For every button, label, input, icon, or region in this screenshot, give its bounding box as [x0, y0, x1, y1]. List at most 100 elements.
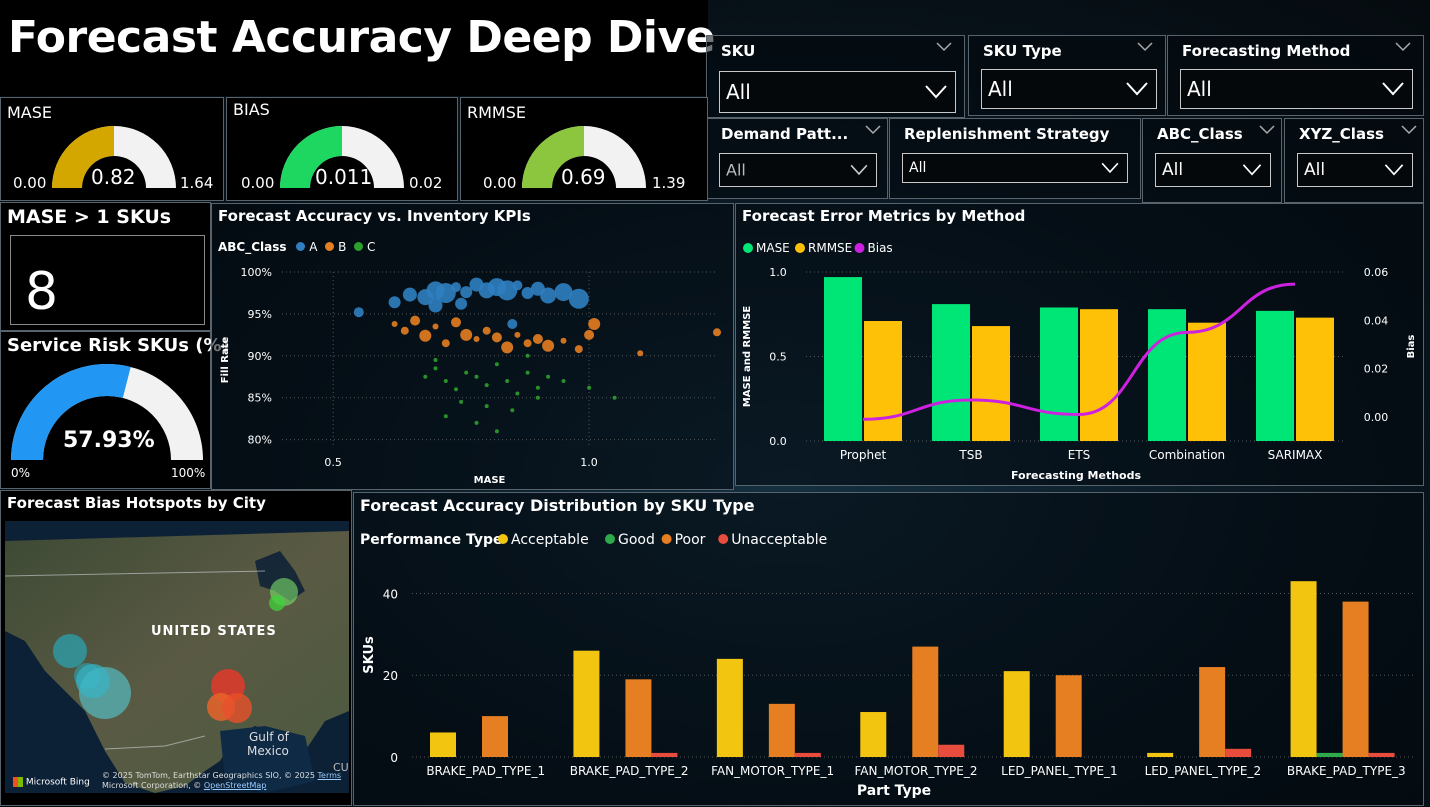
xyz-class-dropdown[interactable]: All [1297, 153, 1413, 187]
rmmse-gauge [522, 126, 646, 188]
category-label: TSB [958, 448, 982, 462]
legend-label: Bias [868, 241, 893, 255]
legend-dot [718, 534, 729, 544]
category-label: ETS [1068, 448, 1091, 462]
tick-label: 0.06 [1364, 266, 1389, 279]
data-point [574, 345, 583, 354]
chevron-down-icon[interactable] [1259, 123, 1275, 137]
bias-line [862, 282, 1296, 421]
tick-label: 0.02 [1364, 363, 1389, 376]
dropdown-value: All [726, 160, 746, 180]
legend-dot [854, 243, 865, 253]
axis-title: SKUs [362, 636, 377, 674]
mase-over-1-card[interactable]: MASE > 1 SKUs 8 [0, 202, 211, 331]
axis-title: Part Type [857, 783, 931, 799]
chevron-down-icon[interactable] [1395, 40, 1411, 54]
data-point [428, 298, 443, 313]
chart-title: Forecast Accuracy Distribution by SKU Ty… [360, 496, 755, 515]
terms-link[interactable]: Terms [317, 771, 342, 780]
sku-type-chart-panel[interactable]: Forecast Accuracy Distribution by SKU Ty… [353, 492, 1424, 806]
gauge-value: 0.82 [91, 165, 136, 189]
mase-bar [824, 277, 862, 441]
tick-label: 1.0 [580, 456, 598, 469]
sku-bar [912, 646, 939, 757]
legend-dot [354, 242, 364, 251]
gauge-value: 0.69 [561, 165, 606, 189]
bias-map[interactable]: UNITED STATES Gulf of Mexico CU [5, 521, 349, 793]
forecasting-method-dropdown[interactable]: All [1180, 69, 1413, 109]
legend-dot [661, 534, 672, 544]
data-point [521, 287, 534, 299]
dropdown-value: All [726, 80, 751, 104]
sku-bar [716, 658, 743, 757]
data-point [423, 374, 428, 379]
sku-dropdown[interactable]: All [719, 71, 956, 113]
sku-bar [1290, 581, 1317, 757]
chevron-down-icon[interactable] [936, 40, 952, 54]
sku-bar [860, 712, 887, 757]
tick-label: 0.0 [769, 435, 787, 448]
filter-xyz-class[interactable]: XYZ_Class All [1284, 118, 1424, 203]
filter-label: SKU [721, 42, 756, 60]
data-point [540, 287, 557, 304]
tick-label: 40 [383, 587, 398, 601]
replenishment-strategy-dropdown[interactable]: All [902, 153, 1128, 183]
category-label: FAN_MOTOR_TYPE_2 [854, 764, 977, 778]
rmmse-bar [864, 321, 902, 441]
tick-label: 20 [383, 669, 398, 683]
abc-class-dropdown[interactable]: All [1155, 153, 1271, 187]
gulf-label: Mexico [247, 744, 289, 758]
data-point [443, 414, 448, 419]
data-point [554, 283, 573, 302]
data-point [464, 370, 469, 375]
filter-forecasting-method[interactable]: Forecasting Method All [1167, 35, 1424, 116]
demand-pattern-dropdown[interactable]: All [719, 153, 877, 187]
rmmse-gauge-card[interactable]: RMMSE 0.00 0.69 1.39 [460, 97, 708, 201]
filter-label: Replenishment Strategy [904, 125, 1110, 143]
chevron-down-icon [1126, 82, 1148, 96]
sku-bar [1147, 752, 1174, 757]
mase-gauge [52, 126, 176, 188]
data-point [388, 296, 401, 309]
filter-replenishment-strategy[interactable]: Replenishment Strategy All [889, 118, 1141, 199]
chevron-down-icon [1384, 164, 1404, 176]
chevron-down-icon [850, 164, 868, 176]
data-point [391, 321, 398, 327]
axis-title: Bias [1406, 335, 1417, 359]
scatter-chart-panel[interactable]: Forecast Accuracy vs. Inventory KPIs ABC… [211, 203, 734, 490]
tick-label: 0.5 [769, 351, 787, 364]
copyright-text: Microsoft Corporation, © [102, 781, 202, 790]
sku-type-dropdown[interactable]: All [981, 69, 1157, 109]
mase-bar [932, 304, 970, 441]
sku-bar [1342, 601, 1369, 757]
filter-abc-class[interactable]: ABC_Class All [1142, 118, 1282, 203]
chevron-down-icon [1382, 82, 1404, 96]
map-panel[interactable]: Forecast Bias Hotspots by City UNITED ST… [0, 490, 352, 806]
filter-sku[interactable]: SKU All [706, 35, 965, 118]
data-point [510, 408, 515, 413]
gauge-max: 100% [171, 466, 206, 480]
legend-label: A [309, 240, 318, 254]
legend-label: MASE [756, 241, 790, 255]
sku-bar [430, 732, 456, 757]
filter-demand-pattern[interactable]: Demand Patt... All [706, 118, 888, 199]
service-risk-card[interactable]: Service Risk SKUs (%) 57.93% 0% 100% [0, 331, 230, 489]
sku-bar [1225, 748, 1252, 757]
data-point [535, 385, 540, 390]
rmmse-bar [1080, 309, 1118, 441]
mase-gauge-card[interactable]: MASE 0.00 0.82 1.64 [0, 97, 224, 201]
rmmse-bar [1296, 317, 1334, 441]
bias-gauge-card[interactable]: BIAS 0.00 0.011 0.02 [226, 97, 458, 201]
chevron-down-icon[interactable] [1401, 123, 1417, 137]
rmmse-bar [1188, 322, 1226, 441]
filter-sku-type[interactable]: SKU Type All [968, 35, 1166, 116]
chevron-down-icon[interactable] [865, 123, 881, 137]
osm-link[interactable]: OpenStreetMap [203, 781, 267, 790]
chevron-down-icon[interactable] [1137, 40, 1153, 54]
data-point [451, 317, 461, 328]
filter-label: SKU Type [983, 42, 1062, 60]
method-chart-panel[interactable]: Forecast Error Metrics by Method MASE RMM… [735, 203, 1424, 486]
gauge-max: 0.02 [409, 174, 443, 192]
data-point [587, 385, 592, 390]
axis-title: Forecasting Methods [1011, 469, 1141, 482]
